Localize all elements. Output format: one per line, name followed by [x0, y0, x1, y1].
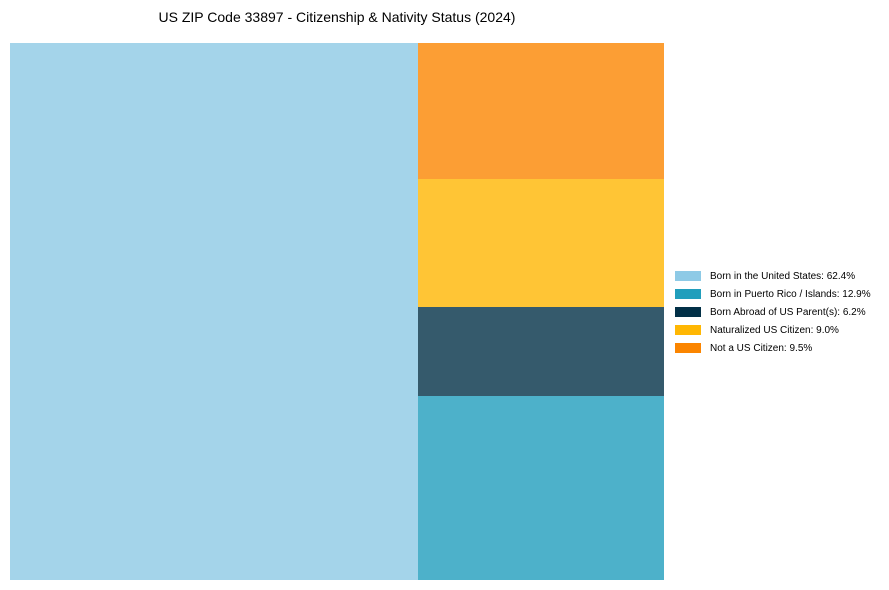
legend-label: Naturalized US Citizen: 9.0%	[710, 324, 839, 336]
treemap-cell-born-in-the-united-states	[10, 43, 419, 580]
legend-item-naturalized: Naturalized US Citizen: 9.0%	[675, 321, 871, 339]
legend-swatch	[675, 289, 701, 299]
legend-label: Born in the United States: 62.4%	[710, 270, 856, 282]
chart-title: US ZIP Code 33897 - Citizenship & Nativi…	[158, 9, 516, 25]
legend-label: Born in Puerto Rico / Islands: 12.9%	[710, 288, 871, 300]
legend-swatch	[675, 271, 701, 281]
legend-swatch	[675, 343, 701, 353]
legend-item-born-abroad: Born Abroad of US Parent(s): 6.2%	[675, 303, 871, 321]
legend-swatch	[675, 325, 701, 335]
treemap-plot	[10, 43, 664, 580]
legend-label: Not a US Citizen: 9.5%	[710, 342, 813, 354]
legend-swatch	[675, 307, 701, 317]
legend-item-born-puerto-rico: Born in Puerto Rico / Islands: 12.9%	[675, 285, 871, 303]
legend-item-born-us: Born in the United States: 62.4%	[675, 267, 871, 285]
legend-item-not-citizen: Not a US Citizen: 9.5%	[675, 339, 871, 357]
legend-label: Born Abroad of US Parent(s): 6.2%	[710, 306, 866, 318]
legend: Born in the United States: 62.4% Born in…	[675, 267, 871, 357]
treemap-cell-naturalized-us-citizen	[418, 178, 664, 308]
treemap-cell-born-abroad-of-us-parent-s	[418, 307, 664, 396]
treemap-cell-not-a-us-citizen	[418, 43, 664, 179]
treemap-cell-born-in-puerto-rico-islands	[418, 395, 664, 580]
